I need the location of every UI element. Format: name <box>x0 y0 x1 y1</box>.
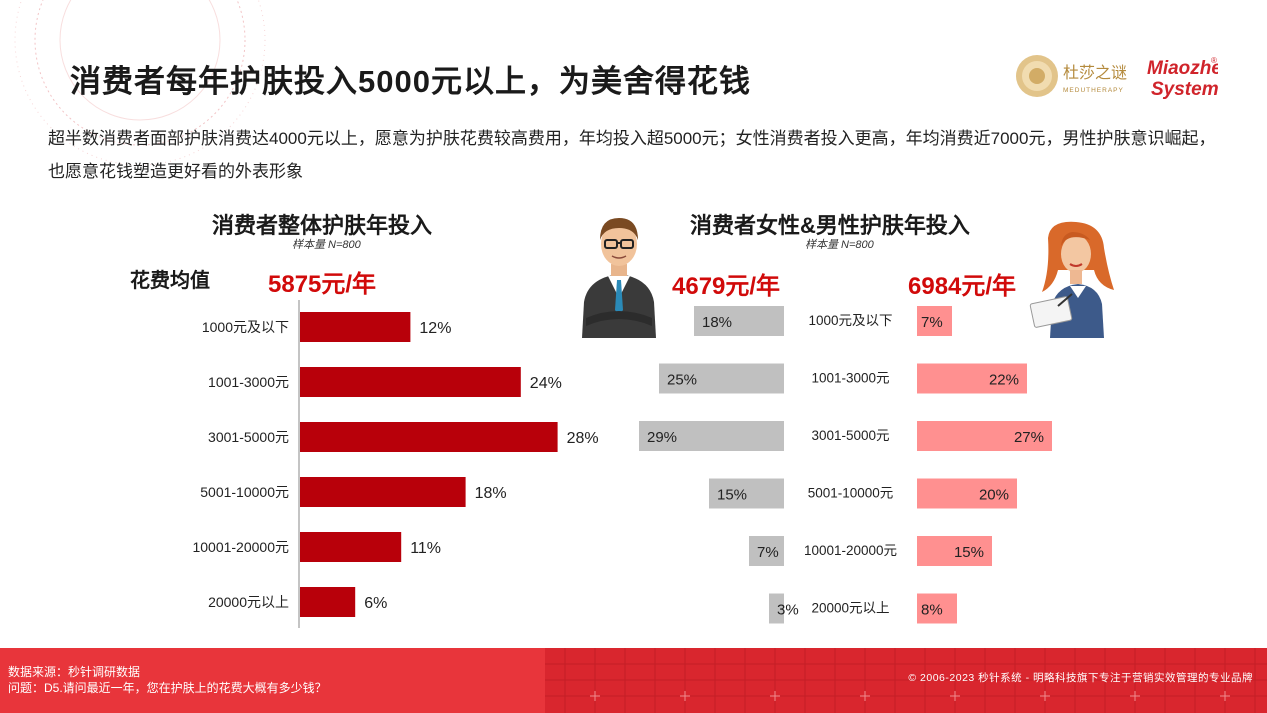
female-bar <box>917 421 1052 451</box>
male-value-label: 29% <box>647 429 677 446</box>
female-avg-value: 6984元/年 <box>908 273 1017 300</box>
brand-cn: 杜莎之谜 <box>1063 63 1127 82</box>
overall-bar <box>300 422 558 452</box>
summary-text: 超半数消费者面部护肤消费达4000元以上，愿意为护肤花费较高费用，年均投入超50… <box>48 129 1216 181</box>
male-value-label: 15% <box>717 487 747 504</box>
gender-sample-size: 样本量 N=800 <box>805 239 874 251</box>
gender-category-label: 5001-10000元 <box>808 486 894 501</box>
overall-bar <box>300 367 521 397</box>
avg-label: 花费均值 <box>130 270 210 292</box>
overall-bar <box>300 532 402 562</box>
female-value-label: 15% <box>954 544 984 561</box>
footer-grid-pattern <box>545 648 1267 713</box>
survey-question-text: 问题：D5.请问最近一年，您在护肤上的花费大概有多少钱？ <box>8 681 327 695</box>
male-avg-value: 4679元/年 <box>672 273 781 300</box>
footer-source: 数据来源：秒针调研数据 问题：D5.请问最近一年，您在护肤上的花费大概有多少钱？ <box>8 664 327 696</box>
male-value-label: 7% <box>757 544 779 561</box>
overall-value-label: 18% <box>475 485 507 502</box>
gender-category-label: 3001-5000元 <box>811 428 889 443</box>
gender-category-label: 10001-20000元 <box>804 543 897 558</box>
gender-category-label: 1000元及以下 <box>808 313 892 328</box>
male-value-label: 18% <box>702 314 732 331</box>
page-title: 消费者每年护肤投入5000元以上，为美舍得花钱 <box>70 64 751 99</box>
gender-butterfly-chart: 18% 7% 1000元及以下 25% 22% 1001-3000元 29% 27% 3001-… <box>639 306 1052 624</box>
overall-category-label: 20000元以上 <box>208 594 289 610</box>
male-bar <box>749 536 784 566</box>
female-bar <box>917 478 1017 509</box>
overall-category-label: 5001-10000元 <box>200 484 289 500</box>
overall-avg-value: 5875元/年 <box>268 271 377 298</box>
female-value-label: 27% <box>1014 429 1044 446</box>
copyright-text: © 2006-2023 秒针系统 - 明略科技旗下专注于营销实效管理的专业品牌 <box>908 672 1253 684</box>
male-bar <box>639 421 784 451</box>
female-bar <box>917 593 957 624</box>
overall-category-label: 3001-5000元 <box>208 429 289 445</box>
businesswoman-icon <box>1029 221 1114 338</box>
overall-value-label: 12% <box>419 320 451 337</box>
overall-bar <box>300 312 411 342</box>
male-bar <box>709 478 784 509</box>
male-value-label: 25% <box>667 372 697 389</box>
overall-value-label: 11% <box>410 540 441 557</box>
overall-category-label: 1001-3000元 <box>208 374 289 390</box>
male-bar <box>694 306 784 336</box>
registered-mark: ® <box>1211 56 1217 65</box>
overall-bar <box>300 477 466 507</box>
female-value-label: 8% <box>921 602 943 619</box>
gender-category-label: 1001-3000元 <box>811 371 889 386</box>
gender-category-label: 20000元以上 <box>811 601 889 616</box>
overall-sample-size: 样本量 N=800 <box>292 239 361 251</box>
female-value-label: 7% <box>921 314 943 331</box>
female-value-label: 22% <box>989 372 1019 389</box>
overall-value-label: 6% <box>364 595 387 612</box>
overall-chart-title: 消费者整体护肤年投入 <box>212 213 433 238</box>
medutherapy-logo-icon <box>1016 55 1058 97</box>
partner-logo-line2: Systems <box>1151 79 1218 100</box>
overall-value-label: 24% <box>530 375 562 392</box>
male-bar <box>659 363 784 394</box>
businessman-icon <box>582 218 656 338</box>
male-bar <box>769 593 784 624</box>
gender-chart-title: 消费者女性&男性护肤年投入 <box>690 213 970 238</box>
overall-category-label: 10001-20000元 <box>192 539 289 555</box>
overall-bar-chart: 1000元及以下 12% 1001-3000元 24% 3001-5000元 28% 500… <box>192 300 599 628</box>
overall-bar <box>300 587 356 617</box>
data-source-text: 数据来源：秒针调研数据 <box>8 665 141 679</box>
female-bar <box>917 306 952 336</box>
overall-category-label: 1000元及以下 <box>202 319 289 335</box>
brand-logos: 杜莎之谜 MEDUTHERAPY Miaozhen ® Systems <box>1016 55 1218 100</box>
female-bar <box>917 363 1027 394</box>
female-value-label: 20% <box>979 487 1009 504</box>
partner-logo-line1: Miaozhen <box>1147 58 1218 79</box>
brand-en: MEDUTHERAPY <box>1063 87 1124 94</box>
overall-value-label: 28% <box>567 430 599 447</box>
footer-bar: 数据来源：秒针调研数据 问题：D5.请问最近一年，您在护肤上的花费大概有多少钱？… <box>0 648 1267 713</box>
male-value-label: 3% <box>777 602 799 619</box>
female-bar <box>917 536 992 566</box>
